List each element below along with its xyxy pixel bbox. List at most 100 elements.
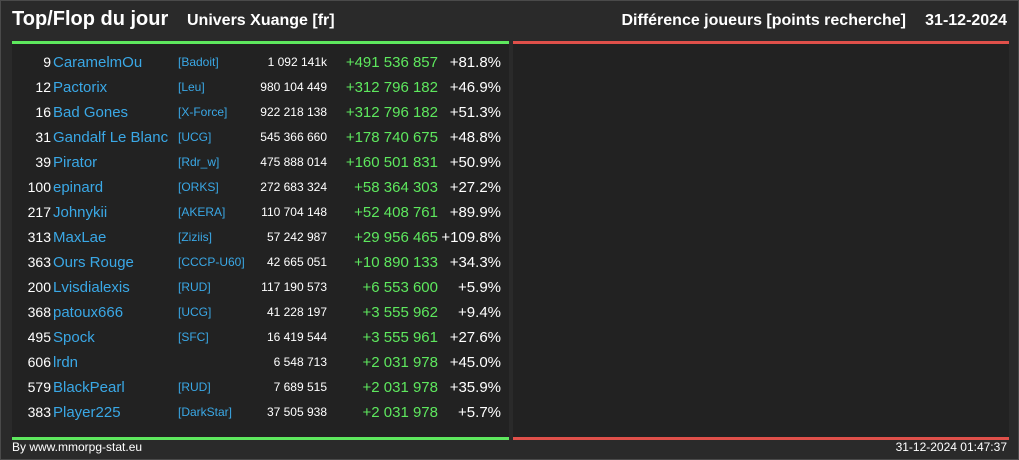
player-name-link[interactable]: MaxLae <box>53 229 107 246</box>
player-name-link[interactable]: Bad Gones <box>53 104 129 121</box>
alliance-link[interactable]: [Ziziis] <box>178 230 212 244</box>
player-name-link[interactable]: Johnykii <box>53 204 108 221</box>
player-points: 110 704 148 <box>261 205 327 219</box>
table-row: 606 lrdn 6 548 713 +2 031 978 +45.0% <box>12 350 509 375</box>
table-row: 579 BlackPearl [RUD] 7 689 515 +2 031 978 +35… <box>12 375 509 400</box>
player-name-link[interactable]: BlackPearl <box>53 379 125 396</box>
player-name-link[interactable]: Ours Rouge <box>53 254 134 271</box>
table-row: 313 MaxLae [Ziziis] 57 242 987 +29 956 465 +1… <box>12 225 509 250</box>
player-name-link[interactable]: Lvisdialexis <box>53 279 130 296</box>
table-row: 200 Lvisdialexis [RUD] 117 190 573 +6 553 60… <box>12 275 509 300</box>
player-rank: 31 <box>35 129 51 145</box>
top-rows-list: 9 CaramelmOu [Badoit] 1 092 141k +491 536 85… <box>12 50 509 425</box>
alliance-link[interactable]: [SFC] <box>178 330 209 344</box>
player-rank: 9 <box>43 54 51 70</box>
percent-change: +27.6% <box>449 329 501 346</box>
points-difference: +2 031 978 <box>362 404 439 421</box>
alliance-link[interactable]: [AKERA] <box>178 205 226 219</box>
percent-change: +45.0% <box>449 354 501 371</box>
player-points: 42 665 051 <box>266 255 327 269</box>
player-points: 41 228 197 <box>266 305 327 319</box>
player-rank: 16 <box>35 104 51 120</box>
alliance-link[interactable]: [UCG] <box>178 130 212 144</box>
site-credit: By www.mmorpg-stat.eu <box>12 440 143 454</box>
player-name-link[interactable]: lrdn <box>53 354 79 371</box>
player-rank: 368 <box>27 304 51 320</box>
points-difference: +2 031 978 <box>362 354 439 371</box>
player-points: 7 689 515 <box>273 380 327 394</box>
alliance-link[interactable]: [Badoit] <box>178 55 219 69</box>
alliance-link[interactable]: [Leu] <box>178 80 205 94</box>
points-difference: +178 740 675 <box>345 129 438 146</box>
player-rank: 363 <box>27 254 51 270</box>
table-row: 9 CaramelmOu [Badoit] 1 092 141k +491 536 85… <box>12 50 509 75</box>
alliance-link[interactable]: [X-Force] <box>178 105 228 119</box>
points-difference: +29 956 465 <box>354 229 438 246</box>
alliance-link[interactable]: [CCCP-U60] <box>178 255 245 269</box>
points-difference: +160 501 831 <box>345 154 438 171</box>
player-rank: 606 <box>27 354 51 370</box>
player-rank: 313 <box>27 229 51 245</box>
points-difference: +2 031 978 <box>362 379 439 396</box>
percent-change: +81.8% <box>449 54 501 71</box>
table-row: 16 Bad Gones [X-Force] 922 218 138 +312 796 … <box>12 100 509 125</box>
percent-change: +50.9% <box>449 154 501 171</box>
table-row: 368 patoux666 [UCG] 41 228 197 +3 555 962 +9.… <box>12 300 509 325</box>
percent-change: +34.3% <box>449 254 501 271</box>
player-points: 545 366 660 <box>260 130 327 144</box>
alliance-link[interactable]: [Rdr_w] <box>178 155 220 169</box>
player-name-link[interactable]: Pactorix <box>53 79 108 96</box>
player-rank: 579 <box>27 379 51 395</box>
player-points: 37 505 938 <box>266 405 327 419</box>
alliance-link[interactable]: [UCG] <box>178 305 212 319</box>
table-row: 12 Pactorix [Leu] 980 104 449 +312 796 182 +4… <box>12 75 509 100</box>
player-name-link[interactable]: Player225 <box>53 404 121 421</box>
header: Top/Flop du jour Univers Xuange [fr] Dif… <box>1 1 1018 39</box>
table-row: 39 Pirator [Rdr_w] 475 888 014 +160 501 831 +… <box>12 150 509 175</box>
player-name-link[interactable]: CaramelmOu <box>53 54 143 71</box>
points-difference: +312 796 182 <box>345 104 438 121</box>
player-points: 272 683 324 <box>260 180 327 194</box>
universe-label: Univers Xuange [fr] <box>187 12 335 29</box>
alliance-link[interactable]: [DarkStar] <box>178 405 233 419</box>
table-row: 363 Ours Rouge [CCCP-U60] 42 665 051 +10 890… <box>12 250 509 275</box>
page-title: Top/Flop du jour <box>12 8 169 30</box>
player-rank: 12 <box>35 79 51 95</box>
points-difference: +10 890 133 <box>354 254 438 271</box>
table-row: 217 Johnykii [AKERA] 110 704 148 +52 408 761… <box>12 200 509 225</box>
player-rank: 100 <box>27 179 51 195</box>
player-name-link[interactable]: Spock <box>53 329 95 346</box>
player-points: 1 092 141k <box>267 55 327 69</box>
table-row: 495 Spock [SFC] 16 419 544 +3 555 961 +27.6% <box>12 325 509 350</box>
percent-change: +35.9% <box>449 379 501 396</box>
player-points: 475 888 014 <box>260 155 327 169</box>
points-difference: +312 796 182 <box>345 79 438 96</box>
player-rank: 383 <box>27 404 51 420</box>
percent-change: +46.9% <box>449 79 501 96</box>
metric-label: Différence joueurs [points recherche] <box>621 12 906 29</box>
player-rank: 200 <box>27 279 51 295</box>
player-points: 57 242 987 <box>266 230 327 244</box>
report-date: 31-12-2024 <box>925 12 1007 29</box>
top-panel: 9 CaramelmOu [Badoit] 1 092 141k +491 536 85… <box>12 41 509 440</box>
player-name-link[interactable]: epinard <box>53 179 104 196</box>
generated-timestamp: 31-12-2024 01:47:37 <box>895 440 1007 454</box>
player-name-link[interactable]: patoux666 <box>53 304 124 321</box>
alliance-link[interactable]: [RUD] <box>178 280 211 294</box>
points-difference: +52 408 761 <box>354 204 438 221</box>
percent-change: +109.8% <box>441 229 501 246</box>
player-points: 6 548 713 <box>273 355 327 369</box>
alliance-link[interactable]: [ORKS] <box>178 180 219 194</box>
percent-change: +5.9% <box>458 279 501 296</box>
percent-change: +48.8% <box>449 129 501 146</box>
player-points: 117 190 573 <box>261 280 327 294</box>
points-difference: +491 536 857 <box>345 54 438 71</box>
player-name-link[interactable]: Gandalf Le Blanc <box>53 129 169 146</box>
alliance-link[interactable]: [RUD] <box>178 380 211 394</box>
points-difference: +6 553 600 <box>362 279 439 296</box>
player-points: 16 419 544 <box>266 330 327 344</box>
points-difference: +58 364 303 <box>354 179 438 196</box>
player-name-link[interactable]: Pirator <box>53 154 98 171</box>
points-difference: +3 555 962 <box>362 304 439 321</box>
player-rank: 495 <box>27 329 51 345</box>
